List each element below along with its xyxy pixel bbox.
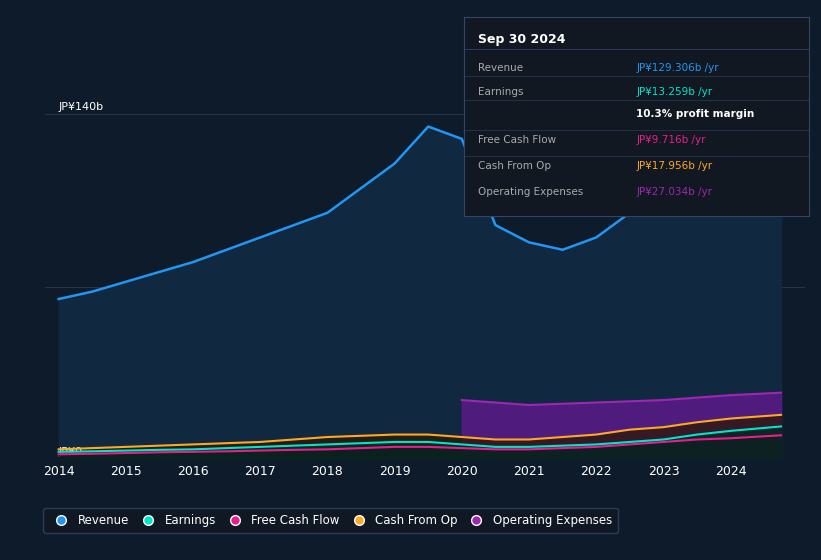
Text: Revenue: Revenue bbox=[478, 63, 523, 73]
Text: 10.3% profit margin: 10.3% profit margin bbox=[636, 109, 754, 119]
Legend: Revenue, Earnings, Free Cash Flow, Cash From Op, Operating Expenses: Revenue, Earnings, Free Cash Flow, Cash … bbox=[44, 508, 618, 533]
Text: JP¥140b: JP¥140b bbox=[58, 102, 103, 112]
Text: Free Cash Flow: Free Cash Flow bbox=[478, 135, 556, 145]
Text: Sep 30 2024: Sep 30 2024 bbox=[478, 32, 565, 46]
Text: JP¥9.716b /yr: JP¥9.716b /yr bbox=[636, 135, 706, 145]
Text: Earnings: Earnings bbox=[478, 87, 523, 97]
Text: JP¥27.034b /yr: JP¥27.034b /yr bbox=[636, 186, 713, 197]
Text: JP¥129.306b /yr: JP¥129.306b /yr bbox=[636, 63, 719, 73]
Text: Operating Expenses: Operating Expenses bbox=[478, 186, 583, 197]
Text: JP¥13.259b /yr: JP¥13.259b /yr bbox=[636, 87, 713, 97]
Text: JP¥0: JP¥0 bbox=[58, 447, 83, 457]
Text: JP¥17.956b /yr: JP¥17.956b /yr bbox=[636, 161, 713, 171]
Text: Cash From Op: Cash From Op bbox=[478, 161, 551, 171]
